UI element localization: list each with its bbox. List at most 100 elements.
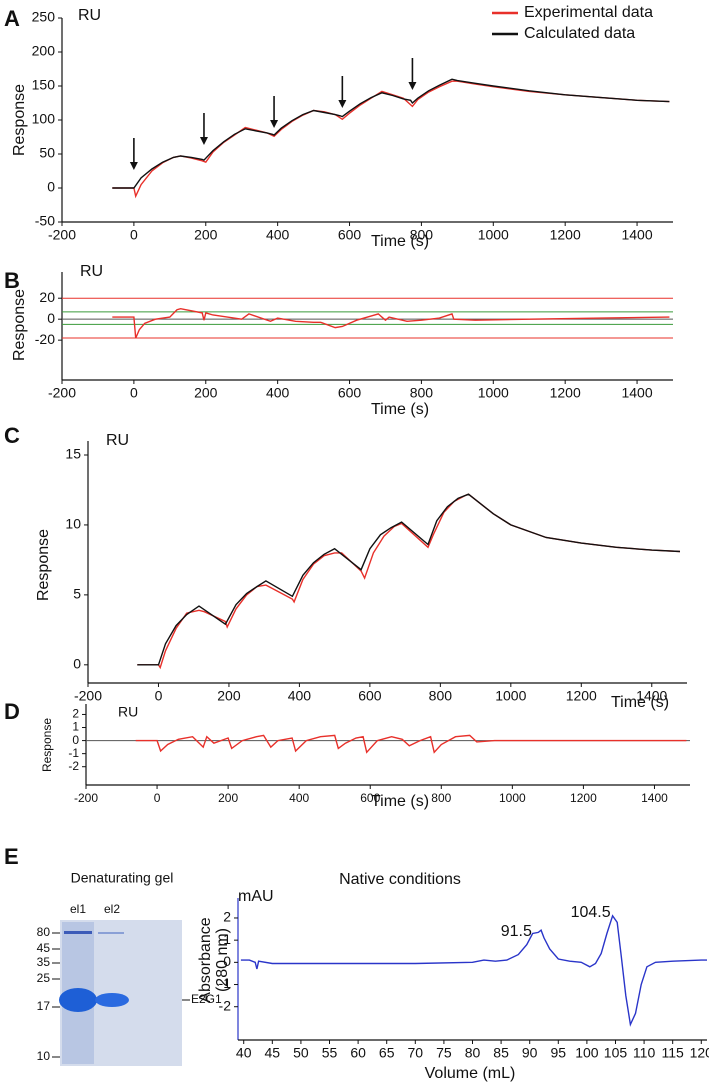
marker-label: 35	[37, 955, 51, 969]
marker-label: 25	[37, 971, 51, 985]
x-tick-label: 60	[350, 1045, 366, 1061]
panel-letter: E	[4, 844, 19, 869]
y-tick-label: 250	[32, 9, 56, 25]
data-line	[135, 734, 687, 754]
x-tick-label: -200	[48, 385, 76, 401]
y-axis-label: Response	[11, 289, 28, 361]
marker-label: 45	[37, 941, 51, 955]
x-tick-label: 45	[265, 1045, 281, 1061]
y-tick-label: 200	[32, 43, 56, 59]
data-line	[137, 493, 681, 666]
y-tick-label: 0	[223, 953, 231, 969]
x-tick-label: 400	[266, 385, 290, 401]
x-tick-label: -200	[74, 688, 102, 704]
y-tick-label: 100	[32, 111, 56, 127]
x-tick-label: 200	[194, 227, 218, 243]
x-tick-label: 200	[217, 688, 241, 704]
x-axis-label: Time (s)	[371, 793, 429, 810]
x-tick-label: 110	[633, 1045, 656, 1061]
x-tick-label: 600	[338, 227, 362, 243]
band-label: E2G1	[191, 992, 222, 1006]
y-tick-label: 150	[32, 77, 56, 93]
x-tick-label: 1200	[566, 688, 597, 704]
x-axis-label: Time (s)	[611, 694, 669, 711]
x-tick-label: 600	[358, 688, 382, 704]
marker-band	[98, 932, 124, 934]
data-line	[112, 78, 670, 189]
y-tick-label: 20	[39, 289, 55, 305]
x-tick-label: 1000	[495, 688, 526, 704]
y-tick-label: 1	[72, 720, 79, 734]
x-tick-label: 75	[436, 1045, 452, 1061]
x-tick-label: -200	[74, 791, 98, 805]
x-tick-label: 65	[379, 1045, 395, 1061]
protein-band	[95, 993, 129, 1007]
chart-panel: -200 0 200 400 600 800 1000 1200 1400 0 5 10 15 C RU Ti…	[4, 423, 687, 711]
unit-label: RU	[106, 432, 129, 449]
marker-label: 80	[37, 925, 51, 939]
x-tick-label: -200	[48, 227, 76, 243]
x-tick-label: 70	[408, 1045, 424, 1061]
panel-letter: D	[4, 699, 20, 724]
data-line	[112, 307, 670, 339]
legend-label: Experimental data	[524, 4, 653, 21]
x-tick-label: 1400	[636, 688, 667, 704]
x-tick-label: 1400	[621, 227, 652, 243]
y-tick-label: -50	[35, 213, 55, 229]
y-tick-label: -1	[219, 975, 232, 991]
chart-panel: -200 0 200 400 600 800 1000 1200 1400 -50 0 50 100 15…	[4, 4, 673, 250]
unit-label: RU	[118, 704, 138, 720]
x-tick-label: 1200	[550, 385, 581, 401]
arrow-head	[338, 100, 347, 108]
y-tick-label: 0	[73, 656, 81, 672]
gel-title: Denaturating gel	[71, 870, 174, 886]
y-tick-label: 0	[47, 310, 55, 326]
y-tick-label: -20	[35, 331, 55, 347]
unit-label: RU	[80, 263, 103, 280]
x-tick-label: 800	[410, 385, 434, 401]
y-tick-label: -2	[68, 759, 79, 773]
chart-title: Native conditions	[339, 871, 461, 888]
x-tick-label: 0	[154, 791, 161, 805]
x-tick-label: 95	[551, 1045, 567, 1061]
legend-label: Calculated data	[524, 25, 635, 42]
marker-label: 17	[37, 999, 51, 1013]
x-tick-label: 600	[338, 385, 362, 401]
x-tick-label: 100	[575, 1045, 599, 1061]
x-tick-label: 50	[293, 1045, 309, 1061]
x-tick-label: 800	[410, 227, 434, 243]
y-tick-label: -2	[219, 997, 232, 1013]
arrow-head	[408, 82, 417, 90]
y-axis-label: (280 nm)	[214, 928, 231, 992]
y-axis-label: Absorbance	[197, 917, 214, 1002]
x-tick-label: 120	[690, 1045, 709, 1061]
y-tick-label: 50	[39, 145, 55, 161]
y-tick-label: 1	[223, 931, 231, 947]
y-axis-label: Response	[40, 718, 54, 772]
x-tick-label: 0	[130, 227, 138, 243]
x-tick-label: 1200	[570, 791, 597, 805]
data-line	[240, 914, 707, 1027]
panel-letter: C	[4, 423, 20, 448]
x-tick-label: 105	[604, 1045, 628, 1061]
x-tick-label: 800	[431, 791, 451, 805]
x-tick-label: 90	[522, 1045, 538, 1061]
y-tick-label: 2	[223, 909, 231, 925]
lane-label: el2	[104, 902, 120, 916]
peak-label: 91.5	[501, 923, 532, 940]
y-tick-label: -1	[68, 746, 79, 760]
y-tick-label: 15	[65, 446, 81, 462]
x-tick-label: 400	[288, 688, 312, 704]
x-tick-label: 200	[194, 385, 218, 401]
y-tick-label: 5	[73, 586, 81, 602]
x-tick-label: 1000	[499, 791, 526, 805]
x-tick-label: 55	[322, 1045, 338, 1061]
lane-label: el1	[70, 902, 86, 916]
x-tick-label: 0	[130, 385, 138, 401]
x-tick-label: 800	[429, 688, 453, 704]
